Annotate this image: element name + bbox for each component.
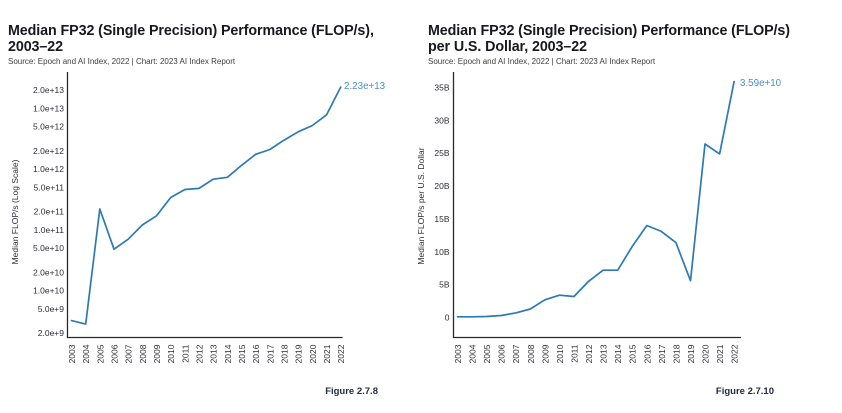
data-line-median-fp32-performance: [70, 86, 342, 325]
y-tick-label: 2.0e+11: [34, 207, 65, 217]
x-tick-label: 2011: [180, 344, 190, 363]
figure-caption-right: Figure 2.7.10: [715, 386, 774, 397]
x-tick-label: 2017: [657, 344, 667, 363]
axis-median-fp32-performance: [66, 72, 343, 339]
chart-title-left-line1: Median FP32 (Single Precision) Performan…: [8, 23, 374, 39]
chart-title-right: Median FP32 (Single Precision) Performan…: [428, 23, 828, 55]
x-tick-label: 2020: [308, 344, 318, 363]
data-line-median-fp32-performance-per-dollar: [456, 80, 735, 318]
x-tick-label: 2009: [152, 344, 162, 363]
x-tick-label: 2021: [322, 344, 332, 363]
x-tick-label: 2013: [599, 344, 609, 363]
chart-title-right-line2: per U.S. Dollar, 2003–22: [428, 38, 587, 55]
chart-title-left-line2: 2003–22: [8, 38, 63, 55]
x-tick-label: 2013: [209, 344, 219, 363]
x-tick-label: 2003: [453, 344, 463, 363]
y-tick-label: 1.0e+10: [33, 286, 64, 296]
y-tick-label: 35B: [434, 83, 449, 93]
chart-title-left: Median FP32 (Single Precision) Performan…: [8, 23, 408, 55]
chart-title-right-line1: Median FP32 (Single Precision) Performan…: [428, 23, 790, 39]
x-tick-label: 2004: [468, 344, 478, 363]
figure-caption-left: Figure 2.7.8: [325, 386, 378, 397]
x-tick-label: 2016: [642, 344, 652, 363]
x-tick-label: 2019: [686, 344, 696, 363]
y-tick-label: 30B: [434, 115, 449, 125]
x-tick-label: 2022: [336, 344, 346, 363]
x-tick-label: 2017: [265, 344, 275, 363]
y-tick-label: 2.0e+12: [33, 146, 64, 156]
x-tick-label: 2020: [701, 344, 711, 363]
y-tick-label: 5.0e+11: [34, 182, 65, 192]
x-tick-label: 2007: [511, 344, 521, 363]
x-tick-label: 2015: [628, 344, 638, 363]
y-axis-title-median-fp32-performance: Median FLOP/s (Log Scale): [10, 159, 20, 264]
x-tick-label: 2005: [95, 344, 105, 363]
x-tick-label: 2012: [195, 344, 205, 363]
y-tick-label: 5.0e+12: [33, 122, 64, 132]
x-tick-label: 2021: [715, 344, 725, 363]
x-tick-label: 2022: [730, 344, 740, 363]
x-tick-label: 2010: [555, 344, 565, 363]
value-annotation-left: 2.23e+13: [344, 81, 386, 92]
y-tick-label: 5.0e+9: [38, 304, 65, 314]
y-axis-title-median-fp32-performance-per-dollar: Median FLOP/s per U.S. Dollar: [416, 147, 426, 264]
y-tick-label: 5.0e+10: [33, 243, 64, 253]
x-tick-label: 2008: [138, 344, 148, 363]
x-tick-label: 2005: [482, 344, 492, 363]
y-tick-label: 0: [445, 313, 450, 323]
x-tick-label: 2019: [294, 344, 304, 363]
x-tick-label: 2014: [613, 344, 623, 363]
y-tick-label: 20B: [434, 181, 449, 191]
x-tick-label: 2006: [110, 344, 120, 363]
x-tick-label: 2006: [497, 344, 507, 363]
y-tick-label: 1.0e+12: [33, 164, 64, 174]
chart-source-right: Source: Epoch and AI Index, 2022 | Chart…: [428, 57, 656, 66]
y-tick-label: 2.0e+9: [38, 328, 65, 338]
x-tick-label: 2018: [671, 344, 681, 363]
chart-source-left: Source: Epoch and AI Index, 2022 | Chart…: [8, 57, 236, 66]
value-annotation-right: 3.59e+10: [740, 78, 782, 89]
x-tick-label: 2007: [124, 344, 134, 363]
y-tick-label: 1.0e+11: [34, 225, 65, 235]
x-tick-label: 2011: [570, 344, 580, 363]
x-tick-label: 2018: [280, 344, 290, 363]
x-tick-label: 2012: [584, 344, 594, 363]
y-tick-label: 10B: [434, 247, 449, 257]
y-tick-label: 5B: [439, 280, 450, 290]
x-tick-label: 2010: [166, 344, 176, 363]
x-tick-label: 2016: [251, 344, 261, 363]
y-tick-label: 2.0e+10: [33, 267, 64, 277]
x-tick-label: 2003: [67, 344, 77, 363]
x-tick-label: 2015: [237, 344, 247, 363]
y-tick-label: 2.0e+13: [33, 85, 64, 95]
x-tick-label: 2014: [223, 344, 233, 363]
x-tick-label: 2009: [540, 344, 550, 363]
axis-median-fp32-performance-per-dollar: [452, 72, 741, 339]
y-tick-label: 15B: [434, 214, 449, 224]
x-tick-label: 2008: [526, 344, 536, 363]
x-tick-label: 2004: [81, 344, 91, 363]
y-tick-label: 25B: [434, 148, 449, 158]
y-tick-label: 1.0e+13: [33, 103, 64, 113]
